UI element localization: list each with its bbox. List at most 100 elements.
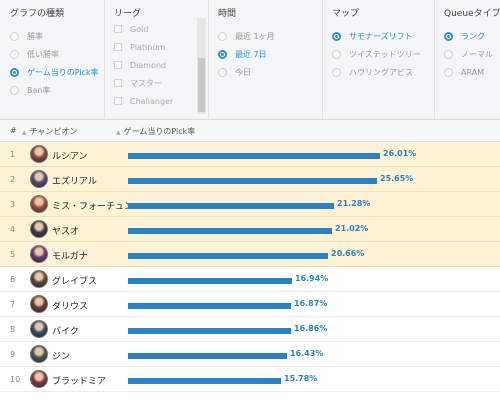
rank-number: 5 [10,250,16,259]
checkbox-icon[interactable] [114,43,122,51]
league-option[interactable]: Diamond [114,58,166,72]
table-row[interactable]: 5 モルガナ 20.66% [0,242,500,267]
option-label: 勝率 [27,31,43,41]
pick-rate-value: 15.78% [284,374,318,383]
time-filter: 時間 最近 1ヶ月 最近 7日 今日 [208,0,328,120]
champion-name[interactable]: ダリウス [52,302,89,312]
map-option[interactable]: サモナーズリフト [332,29,413,43]
pick-rate-value: 21.28% [337,199,371,208]
rank-number: 2 [10,175,16,184]
pick-rate-bar [128,178,377,184]
checkbox-icon[interactable] [114,25,122,33]
league-option[interactable]: Challanger [114,94,173,108]
league-scrollbar[interactable] [197,18,206,114]
scrollbar-thumb[interactable] [198,58,205,112]
graph-type-title: グラフの種類 [10,9,65,19]
champion-name[interactable]: ブラッドミア [52,377,107,387]
radio-icon[interactable] [10,67,19,77]
league-option[interactable]: Platinum [114,40,165,54]
pick-rate-value: 21.02% [335,224,369,233]
radio-icon[interactable] [218,31,227,41]
champion-header[interactable]: ▲ チャンピオン [22,127,78,136]
option-label: Platinum [130,42,166,52]
option-label: ツイステッドツリー [349,49,421,59]
radio-icon[interactable] [218,67,227,77]
rank-header[interactable]: # [10,126,17,135]
champion-name[interactable]: モルガナ [52,252,88,262]
option-label: Gold [130,24,149,34]
champion-name[interactable]: ジン [52,352,71,362]
rank-number: 3 [10,200,16,209]
radio-icon[interactable] [10,31,19,41]
rank-number: 1 [10,150,16,159]
time-option[interactable]: 今日 [218,65,251,79]
league-option[interactable]: Gold [114,22,148,36]
table-row[interactable]: 8 バイク 16.86% [0,317,500,342]
champion-name[interactable]: バイク [52,327,79,337]
radio-icon[interactable] [332,67,341,77]
option-label: マスター [130,78,162,88]
table-row[interactable]: 1 ルシアン 26.01% [0,142,500,167]
radio-icon[interactable] [444,49,453,59]
radio-icon[interactable] [444,67,453,77]
table-row[interactable]: 2 エズリアル 25.65% [0,167,500,192]
champion-avatar[interactable] [30,195,48,213]
graph-type-filter: グラフの種類 勝率低い勝率ゲーム当りのPick率 Ban率 [0,0,104,120]
table-row[interactable]: 4 ヤスオ 21.02% [0,217,500,242]
option-label: Diamond [130,60,167,70]
table-row[interactable]: 3 ミス・フォーチュン 21.28% [0,192,500,217]
pick-rate-value: 26.01% [383,149,417,158]
pick-rate-value: 16.94% [295,274,329,283]
champion-avatar[interactable] [30,295,48,313]
time-option[interactable]: 最近 7日 [218,47,267,61]
pick-rate-bar [128,353,287,359]
champion-avatar[interactable] [30,270,48,288]
champion-name[interactable]: ミス・フォーチュン [52,202,134,212]
time-option[interactable]: 最近 1ヶ月 [218,29,275,43]
champion-avatar[interactable] [30,245,48,263]
queue-option[interactable]: ARAM [444,65,484,79]
radio-icon[interactable] [218,49,227,59]
champion-avatar[interactable] [30,145,48,163]
option-label: Ban率 [27,85,51,95]
champion-avatar[interactable] [30,345,48,363]
radio-icon[interactable] [332,31,341,41]
table-row[interactable]: 7 ダリウス 16.87% [0,292,500,317]
champion-avatar[interactable] [30,170,48,188]
radio-icon[interactable] [444,31,453,41]
queue-option[interactable]: ランク [444,29,485,43]
pick-rate-bar [128,253,328,259]
champion-avatar[interactable] [30,220,48,238]
radio-icon[interactable] [332,49,341,59]
champion-name[interactable]: エズリアル [52,177,97,187]
stat-header[interactable]: ▲ ゲーム当りのPick率 [116,127,196,136]
pick-rate-value: 25.65% [380,174,414,183]
champion-name[interactable]: グレイブス [52,277,98,287]
league-list[interactable]: Gold Platinum Diamond マスター Challanger [104,18,206,114]
champion-avatar[interactable] [30,320,48,338]
checkbox-icon[interactable] [114,97,122,105]
graph-type-option[interactable]: 勝率 [10,29,43,43]
table-row[interactable]: 6 グレイブス 16.94% [0,267,500,292]
league-option[interactable]: マスター [114,76,162,90]
pick-rate-bar [128,228,332,234]
champion-avatar[interactable] [30,370,48,388]
table-header: # ▲ チャンピオン ▲ ゲーム当りのPick率 [0,120,500,142]
table-row[interactable]: 9 ジン 16.43% [0,342,500,367]
queue-option[interactable]: ノーマル [444,47,493,61]
map-option[interactable]: ツイステッドツリー [332,47,421,61]
champion-name[interactable]: ルシアン [52,152,88,162]
option-label: ARAM [461,67,485,77]
graph-type-option[interactable]: 低い勝率 [10,47,59,61]
radio-icon[interactable] [10,85,19,95]
checkbox-icon[interactable] [114,79,122,87]
champion-name[interactable]: ヤスオ [52,227,80,237]
pick-rate-value: 20.66% [331,249,365,258]
graph-type-option[interactable]: ゲーム当りのPick率 [10,65,99,79]
table-row[interactable]: 10 ブラッドミア 15.78% [0,367,500,392]
checkbox-icon[interactable] [114,61,122,69]
graph-type-option[interactable]: Ban率 [10,83,50,97]
map-option[interactable]: ハウリングアビス [332,65,413,79]
radio-icon[interactable] [10,49,19,59]
pick-rate-bar [128,278,292,284]
